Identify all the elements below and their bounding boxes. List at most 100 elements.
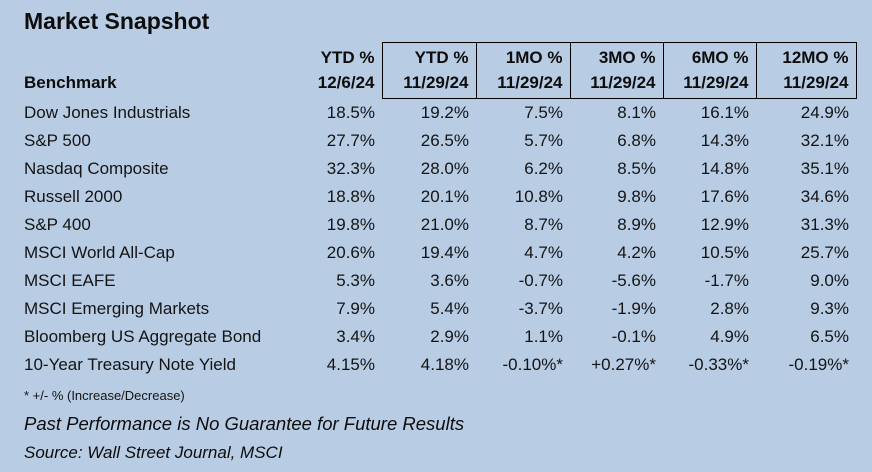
value-cell: 14.3% [700, 131, 749, 150]
value-cell: 8.1% [617, 103, 656, 122]
value-cell: 6.5% [810, 327, 849, 346]
table-row: MSCI World All-Cap 20.6% 19.4% 4.7% 4.2% 10.5… [24, 239, 856, 267]
col-header-date: 11/29/24 [662, 68, 757, 99]
value-cell: 3.6% [430, 271, 469, 290]
table-body: Dow Jones Industrials 18.5% 19.2% 7.5% 8.1% 1… [24, 99, 856, 380]
table-header: YTD % YTD % 1MO % 3MO % 6MO % 12MO % Ben… [24, 42, 857, 99]
value-cell: 32.3% [326, 159, 375, 178]
value-cell: 26.5% [420, 131, 469, 150]
value-cell: 7.9% [336, 299, 375, 318]
benchmark-name: S&P 500 [24, 131, 91, 150]
value-cell: 12.9% [700, 215, 749, 234]
value-cell: 31.3% [800, 215, 849, 234]
value-cell: 18.8% [326, 187, 375, 206]
value-cell: 10.8% [514, 187, 563, 206]
benchmark-name: 10-Year Treasury Note Yield [24, 355, 236, 374]
benchmark-name: Bloomberg US Aggregate Bond [24, 327, 262, 346]
source-note: Source: Wall Street Journal, MSCI [24, 443, 283, 462]
col-header-period: 6MO % [662, 42, 757, 68]
value-cell: 3.4% [336, 327, 375, 346]
value-cell: -0.1% [611, 327, 656, 346]
value-cell: 1.1% [524, 327, 563, 346]
benchmark-name: S&P 400 [24, 215, 91, 234]
table-row: S&P 500 27.7% 26.5% 5.7% 6.8% 14.3% 32.1% [24, 127, 856, 155]
value-cell: 35.1% [800, 159, 849, 178]
value-cell: -0.33%* [688, 355, 749, 374]
market-table: YTD % YTD % 1MO % 3MO % 6MO % 12MO % Ben… [24, 42, 857, 379]
value-cell: -3.7% [518, 299, 563, 318]
value-cell: 18.5% [326, 102, 375, 122]
value-cell: 25.7% [800, 243, 849, 262]
value-cell: 4.2% [617, 243, 656, 262]
table-row: 10-Year Treasury Note Yield 4.15% 4.18% -0.… [24, 351, 856, 379]
col-header-period: 12MO % [755, 42, 857, 68]
header-date-row: Benchmark 12/6/24 11/29/24 11/29/24 11/2… [24, 68, 857, 99]
value-cell: 27.7% [326, 131, 375, 150]
col-header-date: 11/29/24 [381, 68, 477, 99]
col-header-period: YTD % [381, 42, 477, 68]
value-cell: 16.1% [700, 103, 749, 122]
disclaimer-text: Past Performance is No Guarantee for Fut… [24, 413, 465, 434]
benchmark-name: MSCI EAFE [24, 271, 116, 290]
value-cell: 20.6% [326, 243, 375, 262]
value-cell: 8.5% [617, 159, 656, 178]
benchmark-name: Dow Jones Industrials [24, 102, 191, 122]
table-row: Nasdaq Composite 32.3% 28.0% 6.2% 8.5% 14.8% 3… [24, 155, 856, 183]
value-cell: 19.8% [326, 215, 375, 234]
table-row: MSCI EAFE 5.3% 3.6% -0.7% -5.6% -1.7% 9.0% [24, 267, 856, 295]
value-cell: 28.0% [420, 159, 469, 178]
value-cell: 9.0% [810, 271, 849, 290]
value-cell: 2.8% [710, 299, 749, 318]
value-cell: 24.9% [800, 103, 849, 122]
value-cell: 4.15% [326, 355, 375, 374]
value-cell: 10.5% [700, 243, 749, 262]
value-cell: 17.6% [700, 187, 749, 206]
value-cell: 8.7% [524, 215, 563, 234]
page-title: Market Snapshot [24, 8, 210, 34]
col-header-period: YTD % [320, 48, 375, 67]
value-cell: 5.3% [336, 271, 375, 290]
value-cell: 7.5% [524, 103, 563, 122]
value-cell: 21.0% [420, 215, 469, 234]
value-cell: 9.3% [810, 299, 849, 318]
value-cell: 5.4% [430, 299, 469, 318]
col-header-date: 11/29/24 [475, 68, 571, 99]
value-cell: 4.18% [420, 355, 469, 374]
col-header-date: 11/29/24 [569, 68, 664, 99]
value-cell: -0.10%* [502, 355, 563, 374]
asterisk-note: * +/- % (Increase/Decrease) [24, 388, 185, 403]
value-cell: 6.8% [617, 131, 656, 150]
benchmark-name: MSCI World All-Cap [24, 243, 175, 262]
col-header-period: 3MO % [569, 42, 664, 68]
benchmark-name: Russell 2000 [24, 187, 123, 206]
table-row: Bloomberg US Aggregate Bond 3.4% 2.9% 1.1% -… [24, 323, 856, 351]
benchmark-name: Nasdaq Composite [24, 159, 169, 178]
col-header-period: 1MO % [475, 42, 571, 68]
value-cell: 4.7% [524, 243, 563, 262]
value-cell: 6.2% [524, 159, 563, 178]
value-cell: 20.1% [420, 187, 469, 206]
value-cell: 8.9% [617, 215, 656, 234]
value-cell: 2.9% [430, 327, 469, 346]
table-row: Russell 2000 18.8% 20.1% 10.8% 9.8% 17.6% 34.6… [24, 183, 856, 211]
header-period-row: YTD % YTD % 1MO % 3MO % 6MO % 12MO % [24, 42, 857, 68]
benchmark-name: MSCI Emerging Markets [24, 299, 210, 318]
value-cell: 5.7% [524, 131, 563, 150]
value-cell: 32.1% [800, 131, 849, 150]
value-cell: -1.7% [704, 271, 749, 290]
table-row: MSCI Emerging Markets 7.9% 5.4% -3.7% -1.9% 2… [24, 295, 856, 323]
value-cell: -5.6% [611, 271, 656, 290]
table-row: S&P 400 19.8% 21.0% 8.7% 8.9% 12.9% 31.3% [24, 211, 856, 239]
value-cell: -0.7% [518, 271, 563, 290]
value-cell: -1.9% [611, 299, 656, 318]
value-cell: 4.9% [710, 327, 749, 346]
benchmark-column-header: Benchmark [24, 73, 117, 93]
col-header-date: 12/6/24 [317, 73, 375, 93]
table-row: Dow Jones Industrials 18.5% 19.2% 7.5% 8.1% 1… [24, 99, 856, 128]
value-cell: 19.4% [420, 243, 469, 262]
value-cell: 34.6% [800, 187, 849, 206]
value-cell: 14.8% [700, 159, 749, 178]
value-cell: 9.8% [617, 187, 656, 206]
col-header-date: 11/29/24 [755, 68, 857, 99]
